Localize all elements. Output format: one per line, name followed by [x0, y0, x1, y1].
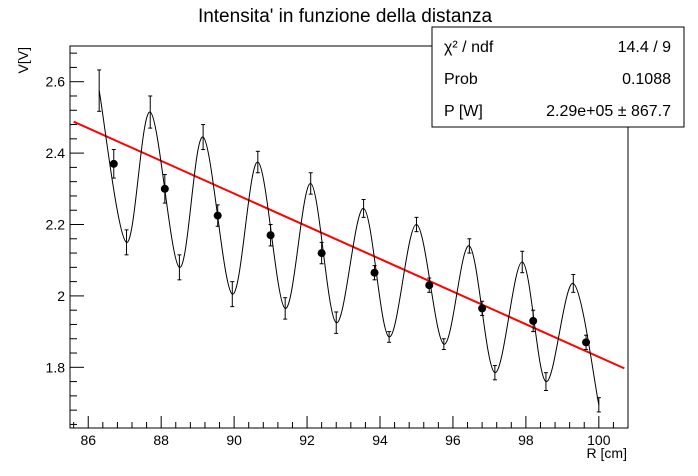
error-bar-point — [387, 331, 392, 343]
data-point — [529, 309, 538, 333]
data-point-marker — [529, 316, 538, 325]
error-bar-point — [543, 372, 548, 392]
data-point-marker — [582, 338, 591, 347]
fit-layer — [73, 120, 625, 370]
y-tick-label: 2.2 — [46, 217, 66, 233]
y-tick-label: 2.6 — [46, 74, 66, 90]
data-point-marker — [213, 211, 222, 220]
stats-label-chi2: χ² / ndf — [444, 39, 494, 56]
error-bar-point — [520, 250, 525, 274]
x-tick-label: 92 — [299, 432, 315, 448]
error-bar-point — [97, 69, 102, 112]
x-tick-label: 98 — [518, 432, 534, 448]
data-point — [425, 277, 434, 293]
stats-label-prob: Prob — [444, 71, 478, 88]
fit-line — [73, 120, 625, 370]
stats-value-prob: 0.1088 — [622, 71, 671, 88]
axes-layer: 86 88 90 92 94 96 98 100 1.8 2 2.2 2.4 2.6 — [46, 52, 629, 448]
data-point — [213, 204, 222, 227]
data-point-marker — [160, 184, 169, 193]
data-points-layer — [97, 69, 601, 413]
y-axis-title: V[V] — [15, 47, 31, 73]
error-bar-point — [492, 365, 497, 381]
data-point — [370, 265, 379, 281]
y-tick-label: 2.4 — [46, 145, 66, 161]
error-bar-point — [467, 238, 472, 254]
error-bar-point — [283, 297, 288, 320]
error-bar-point — [361, 199, 366, 218]
error-bar-point — [255, 150, 260, 174]
data-point-marker — [317, 249, 326, 258]
error-bar-point — [124, 229, 129, 256]
x-tick-label: 96 — [445, 432, 461, 448]
error-bar-point — [571, 273, 576, 293]
data-point — [109, 149, 118, 179]
data-point-marker — [425, 281, 434, 290]
error-bar-point — [308, 172, 313, 195]
stats-box-frame — [431, 26, 685, 128]
stats-box: χ² / ndf 14.4 / 9 Prob 0.1088 P [W] 2.29… — [431, 26, 685, 128]
error-bar-point — [441, 338, 446, 350]
error-bar-point — [334, 311, 339, 334]
stats-value-param: 2.29e+05 ± 867.7 — [546, 103, 671, 120]
data-point — [266, 224, 275, 247]
stats-label-param: P [W] — [444, 103, 483, 120]
data-point — [582, 334, 591, 350]
data-point-marker — [478, 304, 487, 313]
y-tick-label: 2 — [57, 288, 65, 304]
x-axis-title: R [cm] — [587, 445, 627, 461]
error-bar-point — [148, 95, 153, 129]
x-tick-label: 100 — [587, 432, 611, 448]
y-tick-label: 1.8 — [46, 359, 66, 375]
chart-title: Intensita' in funzione della distanza — [198, 6, 493, 27]
plot-frame — [69, 45, 629, 429]
error-bar-point — [177, 254, 182, 281]
stats-value-chi2: 14.4 / 9 — [618, 39, 671, 56]
error-bar-point — [230, 281, 235, 308]
error-bar-point — [414, 216, 419, 233]
error-bar-point — [201, 124, 206, 151]
x-tick-label: 90 — [226, 432, 242, 448]
error-bar-point — [596, 397, 601, 413]
x-tick-label: 88 — [153, 432, 169, 448]
data-point — [160, 174, 169, 204]
data-point-marker — [370, 268, 379, 277]
x-tick-label: 94 — [372, 432, 388, 448]
data-point-marker — [109, 159, 118, 168]
data-point — [478, 300, 487, 317]
x-tick-label: 86 — [80, 432, 96, 448]
data-point-marker — [266, 231, 275, 240]
data-point — [317, 241, 326, 265]
